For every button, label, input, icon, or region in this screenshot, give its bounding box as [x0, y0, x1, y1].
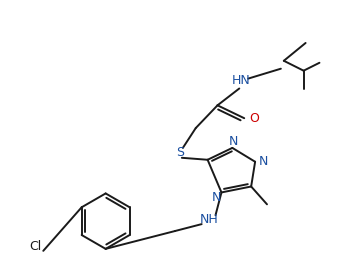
- Text: N: N: [258, 155, 268, 168]
- Text: NH: NH: [200, 213, 219, 226]
- Text: HN: HN: [232, 74, 251, 87]
- Text: N: N: [228, 136, 238, 148]
- Text: N: N: [212, 191, 221, 204]
- Text: Cl: Cl: [29, 240, 41, 253]
- Text: S: S: [176, 146, 184, 159]
- Text: O: O: [249, 112, 259, 125]
